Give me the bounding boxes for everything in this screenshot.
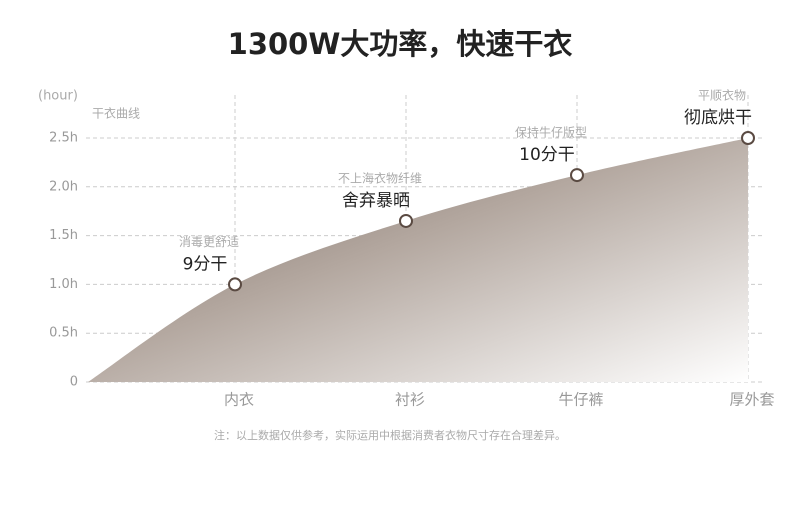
annotation-label: 彻底烘干	[684, 108, 752, 128]
y-tick-label: 0.5h	[49, 326, 78, 341]
subtitle: 干衣曲线	[92, 106, 140, 121]
x-tick-label: 内衣	[224, 391, 254, 409]
annotation-note: 保持牛仔版型	[515, 125, 587, 140]
data-point	[741, 131, 755, 145]
y-tick-label: 2.5h	[49, 131, 78, 146]
y-tick-label: 0	[70, 375, 78, 390]
y-axis-label: (hour)	[38, 89, 78, 104]
chart-title: 1300W大功率，快速干衣	[228, 27, 573, 61]
footnote: 注：以上数据仅供参考，实际运用中根据消费者衣物尺寸存在合理差异。	[214, 428, 566, 442]
y-tick-label: 1.0h	[49, 277, 78, 292]
y-tick-label: 1.5h	[49, 228, 78, 243]
annotation-label: 舍弃暴晒	[342, 191, 410, 211]
data-point	[228, 277, 242, 292]
area	[88, 138, 748, 382]
annotation-label: 10分干	[519, 145, 575, 165]
x-tick-label: 牛仔裤	[558, 391, 603, 409]
annotation-note: 平顺衣物	[698, 88, 746, 103]
x-tick-label: 厚外套	[729, 391, 774, 409]
annotation-note: 消毒更舒适	[179, 235, 239, 249]
data-point	[399, 213, 413, 228]
annotation-note: 不上海衣物纤维	[338, 170, 422, 185]
annotation-label: 9分干	[183, 254, 228, 274]
y-tick-label: 2.0h	[49, 179, 78, 194]
data-point	[570, 168, 584, 183]
x-tick-label: 衬衫	[395, 391, 425, 409]
